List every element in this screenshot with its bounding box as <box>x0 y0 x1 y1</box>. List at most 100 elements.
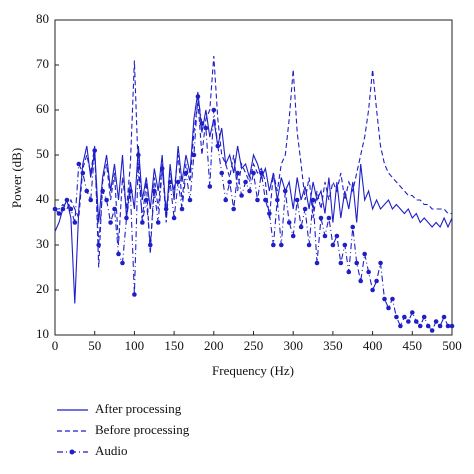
data-point <box>195 94 201 99</box>
data-point <box>159 166 165 171</box>
y-tick-label: 30 <box>36 236 49 251</box>
data-point <box>322 233 328 239</box>
data-point <box>124 215 129 221</box>
data-point <box>239 193 244 198</box>
data-point <box>112 206 117 212</box>
data-point <box>374 278 379 284</box>
data-point <box>231 206 236 212</box>
y-tick-label: 60 <box>36 101 49 116</box>
data-point <box>144 197 149 203</box>
data-point <box>140 220 145 225</box>
data-point <box>255 197 260 203</box>
data-point <box>421 314 427 320</box>
data-point <box>219 170 225 176</box>
data-point <box>183 170 189 176</box>
data-point <box>310 197 316 203</box>
x-tick-label: 100 <box>125 338 145 353</box>
data-point <box>163 206 169 212</box>
data-point <box>60 206 66 212</box>
data-point <box>386 305 391 311</box>
data-point <box>275 197 280 203</box>
data-point <box>227 179 232 185</box>
y-tick-label: 80 <box>36 11 49 26</box>
x-tick-label: 500 <box>442 338 462 353</box>
data-point <box>108 220 113 225</box>
data-point <box>92 148 97 153</box>
data-point <box>437 323 443 329</box>
data-point <box>207 184 213 189</box>
data-point <box>167 179 173 185</box>
data-point <box>370 287 375 293</box>
data-point <box>155 220 161 225</box>
data-point <box>425 323 431 329</box>
data-point <box>251 170 256 176</box>
data-point <box>410 310 415 315</box>
legend-marker <box>69 449 75 455</box>
series-line <box>54 96 452 332</box>
data-point <box>100 188 105 194</box>
data-point <box>68 206 74 212</box>
data-point <box>278 242 284 248</box>
data-point <box>175 179 181 185</box>
data-point <box>302 206 308 212</box>
data-point <box>271 242 276 248</box>
data-point <box>382 296 387 302</box>
data-point <box>306 242 312 248</box>
data-point <box>247 188 252 194</box>
data-point <box>263 197 268 203</box>
x-tick-label: 350 <box>323 338 343 353</box>
data-point <box>342 242 348 248</box>
data-point <box>191 152 197 158</box>
x-tick-label: 300 <box>283 338 303 353</box>
data-point <box>104 197 109 203</box>
x-axis-label: Frequency (Hz) <box>212 363 294 378</box>
data-point <box>72 220 78 225</box>
data-point <box>211 107 217 113</box>
x-tick-label: 0 <box>52 338 59 353</box>
series-line <box>54 91 453 304</box>
x-tick-label: 400 <box>363 338 383 353</box>
data-point <box>406 319 411 324</box>
data-point <box>120 260 125 266</box>
data-point <box>298 224 304 230</box>
legend-label: After processing <box>95 401 182 416</box>
data-point <box>56 211 62 216</box>
data-point <box>290 233 296 239</box>
data-point <box>366 269 371 275</box>
data-point <box>243 179 248 185</box>
data-point <box>334 233 340 239</box>
x-tick-label: 450 <box>403 338 423 353</box>
data-point <box>346 269 352 275</box>
series-line <box>55 55 452 268</box>
data-point <box>179 206 185 212</box>
data-point <box>116 251 121 257</box>
data-point <box>358 278 363 284</box>
y-tick-label: 20 <box>36 281 49 296</box>
data-point <box>449 323 455 329</box>
data-point <box>187 197 193 203</box>
data-point <box>378 260 383 266</box>
y-axis-label: Power (dB) <box>9 148 24 208</box>
y-tick-label: 70 <box>36 56 49 71</box>
data-point <box>199 121 205 126</box>
data-point <box>215 143 221 149</box>
data-point <box>64 197 70 203</box>
data-point <box>394 314 399 320</box>
data-point <box>235 170 240 176</box>
data-point <box>441 314 447 320</box>
data-point <box>151 188 157 194</box>
data-point <box>80 170 86 176</box>
data-point <box>445 323 451 329</box>
data-point <box>398 323 403 329</box>
x-tick-label: 150 <box>164 338 184 353</box>
data-point <box>52 206 58 212</box>
data-point <box>354 260 360 266</box>
data-point <box>350 224 356 230</box>
y-tick-label: 10 <box>36 326 49 341</box>
data-point <box>286 220 292 225</box>
data-point <box>96 242 101 248</box>
data-point <box>417 323 423 329</box>
x-tick-label: 200 <box>204 338 224 353</box>
data-point <box>362 251 367 257</box>
